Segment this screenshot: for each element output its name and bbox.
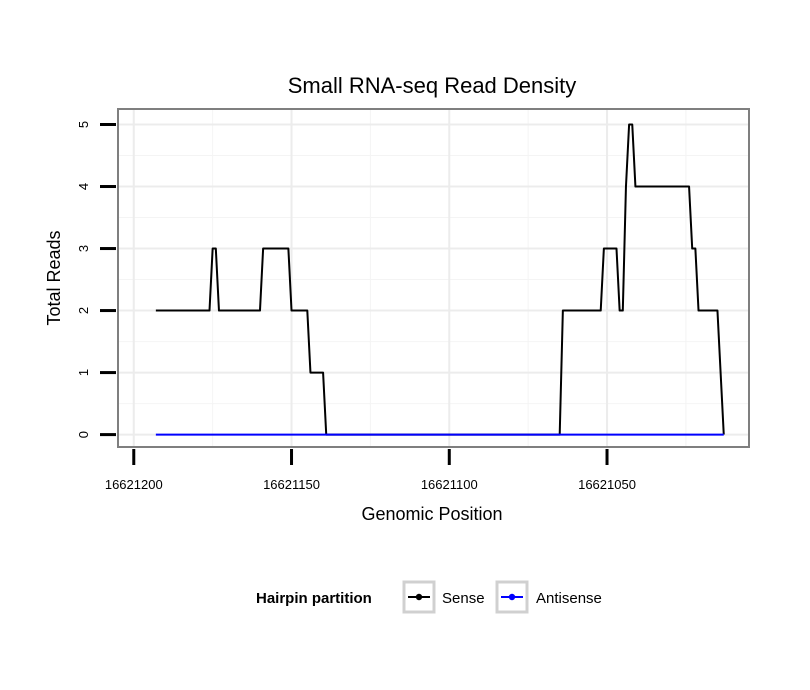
y-tick-label: 0	[76, 431, 91, 438]
plot-panel-border	[117, 108, 750, 448]
y-tick-label: 1	[76, 369, 91, 376]
x-axis-label: Genomic Position	[361, 504, 502, 524]
y-tick-label: 4	[76, 183, 91, 190]
y-tick-label: 5	[76, 121, 91, 128]
y-tick-label: 3	[76, 245, 91, 252]
y-axis-label: Total Reads	[44, 230, 64, 325]
series-line-sense	[155, 123, 725, 436]
legend-antisense-marker	[508, 593, 516, 601]
x-tick-label: 16621200	[105, 477, 163, 492]
x-tick-label: 16621150	[263, 477, 320, 492]
axes: 0 1 2 3 4 5 16621200 16621150 16621100 16621050	[76, 121, 636, 492]
series-lines	[155, 123, 725, 436]
x-tick-label: 16621050	[578, 477, 636, 492]
chart-title: Small RNA-seq Read Density	[288, 73, 577, 98]
legend-sense-marker	[415, 593, 423, 601]
x-tick-label: 16621100	[421, 477, 478, 492]
legend: Hairpin partition Sense Antisense	[256, 580, 602, 614]
legend-label-antisense: Antisense	[536, 590, 602, 607]
grid	[118, 109, 749, 447]
legend-label-sense: Sense	[442, 590, 485, 607]
legend-title: Hairpin partition	[256, 590, 372, 607]
y-tick-label: 2	[76, 307, 91, 314]
